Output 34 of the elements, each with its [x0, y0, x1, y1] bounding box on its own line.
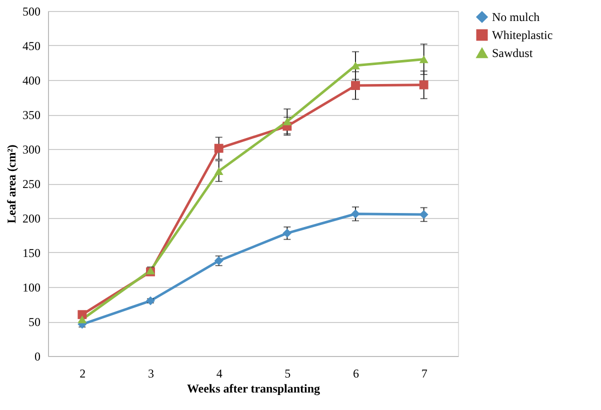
point	[214, 167, 224, 175]
x-tick-label: 4	[216, 366, 222, 380]
point	[78, 316, 87, 324]
legend-label: Whiteplastic	[492, 28, 553, 42]
y-tick-label: 100	[22, 280, 40, 294]
y-tick-label: 50	[28, 315, 40, 329]
x-tick-label: 2	[80, 366, 86, 380]
y-tick-label: 450	[22, 39, 40, 53]
y-tick-label: 400	[22, 74, 40, 88]
y-tick-label: 500	[22, 4, 40, 18]
x-axis-title: Weeks after transplanting	[186, 382, 320, 396]
point	[351, 81, 360, 90]
legend-label: No mulch	[492, 10, 540, 24]
point	[78, 310, 87, 320]
point	[214, 144, 224, 153]
x-tick-label: 6	[353, 366, 359, 380]
point	[419, 55, 428, 64]
x-tick-label: 5	[284, 366, 291, 380]
point	[282, 118, 292, 126]
y-tick-label: 150	[22, 246, 40, 260]
y-tick-label: 350	[22, 108, 40, 122]
y-axis-title: Leaf area (cm²)	[4, 144, 18, 224]
y-tick-label: 200	[22, 212, 40, 226]
point	[282, 228, 292, 238]
y-tick-label: 250	[22, 177, 40, 191]
x-tick-label: 3	[148, 366, 154, 380]
x-tick-label: 7	[421, 366, 428, 380]
y-tick-label: 300	[22, 142, 40, 156]
point	[351, 209, 360, 218]
point	[419, 210, 428, 220]
point	[419, 80, 428, 90]
legend-label: Sawdust	[492, 46, 534, 60]
y-tick-label: 0	[34, 350, 40, 364]
point	[146, 296, 155, 306]
